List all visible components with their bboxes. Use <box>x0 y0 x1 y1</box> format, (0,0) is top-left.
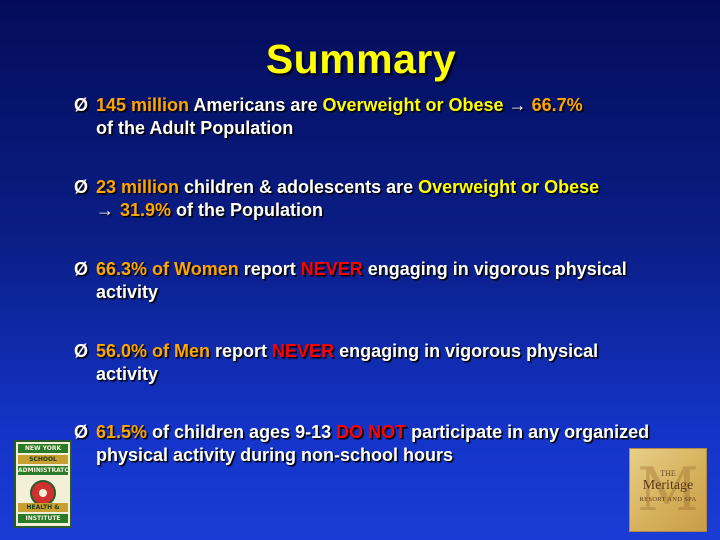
bullet-1-emphasis: Overweight or Obese <box>322 95 504 115</box>
bullet-item-1: Ø 145 million Americans are Overweight o… <box>74 94 664 140</box>
bullet-item-2: Ø 23 million children & adolescents are … <box>74 176 664 222</box>
bullet-marker-icon: Ø <box>74 177 89 197</box>
bullet-item-3: Ø 66.3% of Women report NEVER engaging i… <box>74 258 664 304</box>
bullet-2-percent: 31.9% <box>120 200 172 220</box>
arrow-icon: → <box>508 95 527 115</box>
bullet-marker-icon: Ø <box>74 341 89 361</box>
bullet-marker-icon: Ø <box>74 422 89 442</box>
bullet-1-percent: 66.7% <box>531 95 583 115</box>
bullet-3-highlight: 66.3% of Women <box>96 259 239 279</box>
bullet-2-text: children & adolescents are <box>179 177 419 197</box>
bullet-4-emphasis: NEVER <box>272 341 335 361</box>
bullet-4-highlight: 56.0% of Men <box>96 341 211 361</box>
bullet-marker-icon: Ø <box>74 95 89 115</box>
logo-left-line-5: INSTITUTE <box>18 514 68 523</box>
bullet-3-tail: engaging in vigorous physical activity <box>96 259 627 302</box>
bullet-2-highlight: 23 million <box>96 177 180 197</box>
logo-left-line-1: NEW YORK <box>18 444 68 453</box>
bullet-item-5: Ø 61.5% of children ages 9-13 DO NOT par… <box>74 421 664 467</box>
bullet-1-tail: of the Adult Population <box>96 118 294 138</box>
bullet-marker-icon: Ø <box>74 259 89 279</box>
bullet-5-highlight: 61.5% <box>96 422 148 442</box>
logo-right-the: THE <box>660 469 676 478</box>
arrow-icon: → <box>96 200 114 220</box>
slide-title: Summary <box>265 36 457 82</box>
logo-right-name: Meritage <box>642 478 694 493</box>
logo-left-line-3: ADMINISTRATORS <box>18 466 68 475</box>
bullet-1-text: Americans are <box>189 95 323 115</box>
meritage-resort-logo: M THE Meritage RESORT AND SPA <box>629 448 707 532</box>
bullet-5-text: of children ages 9-13 <box>147 422 337 442</box>
logo-right-sub: RESORT AND SPA <box>639 496 697 503</box>
bullet-3-text: report <box>238 259 301 279</box>
bullet-2-tail: of the Population <box>171 200 324 220</box>
bullet-4-tail: engaging in vigorous physical activity <box>96 341 599 384</box>
bullet-item-4: Ø 56.0% of Men report NEVER engaging in … <box>74 340 664 386</box>
logo-left-line-4: HEALTH & WELLNESS <box>18 503 68 512</box>
logo-monogram: M <box>637 455 699 525</box>
bullet-4-text: report <box>210 341 273 361</box>
bullet-3-emphasis: NEVER <box>300 259 363 279</box>
logo-left-line-2: SCHOOL <box>18 455 68 464</box>
bullet-5-emphasis: DO NOT <box>336 422 407 442</box>
school-administrators-logo: NEW YORK SCHOOL ADMINISTRATORS HEALTH & … <box>14 440 72 528</box>
bullet-2-emphasis: Overweight or Obese <box>418 177 600 197</box>
bullet-1-highlight: 145 million <box>96 95 190 115</box>
bullet-5-tail: participate in any organized physical ac… <box>96 422 650 465</box>
